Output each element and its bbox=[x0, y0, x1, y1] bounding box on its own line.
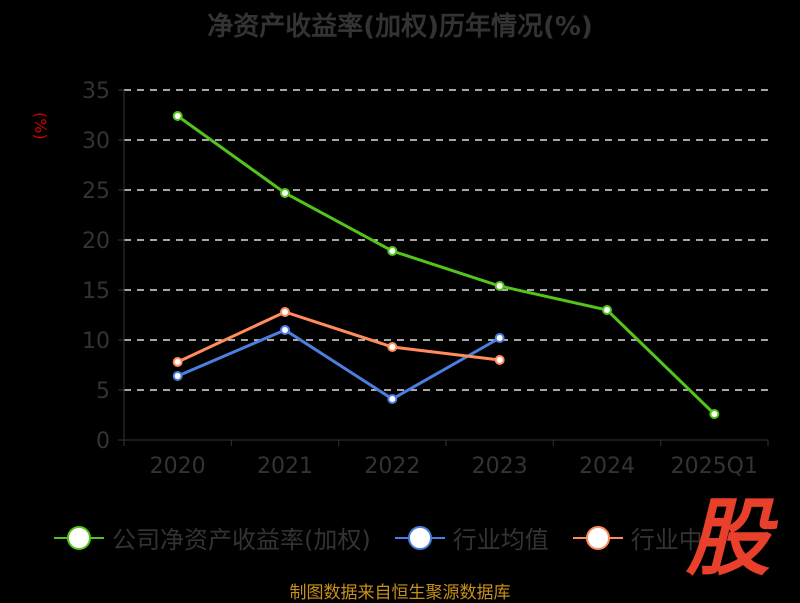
data-point bbox=[494, 355, 505, 365]
legend: 公司净资产收益率(加权) 行业均值 行业中 bbox=[54, 520, 727, 555]
y-tick-label: 30 bbox=[82, 129, 110, 154]
series-line bbox=[177, 310, 500, 364]
legend-label: 行业中 bbox=[630, 526, 703, 554]
data-point bbox=[172, 357, 183, 367]
data-point bbox=[387, 246, 398, 256]
x-tick-label: 2020 bbox=[150, 454, 206, 479]
legend-marker-icon bbox=[394, 525, 445, 550]
legend-label: 行业均值 bbox=[452, 526, 549, 554]
y-tick-label: 25 bbox=[82, 179, 110, 204]
legend-marker-icon bbox=[54, 525, 104, 550]
data-point bbox=[494, 281, 505, 291]
y-tick-label: 0 bbox=[96, 429, 110, 454]
x-tick-label: 2021 bbox=[257, 454, 313, 479]
legend-marker-icon bbox=[572, 525, 623, 550]
legend-label: 公司净资产收益率(加权) bbox=[112, 526, 371, 554]
y-tick-label: 20 bbox=[82, 229, 110, 254]
legend-item-industry-median[interactable]: 行业中 bbox=[572, 520, 703, 555]
x-tick-label: 2024 bbox=[579, 454, 635, 479]
data-point bbox=[172, 111, 183, 121]
series-line bbox=[177, 328, 501, 401]
x-tick-label: 2023 bbox=[472, 454, 528, 479]
data-point bbox=[387, 342, 398, 352]
legend-item-industry-mean[interactable]: 行业均值 bbox=[394, 520, 549, 555]
data-point bbox=[602, 305, 612, 315]
y-tick-label: 35 bbox=[82, 79, 110, 104]
legend-item-company[interactable]: 公司净资产收益率(加权) bbox=[54, 520, 371, 555]
data-source-note: 制图数据来自恒生聚源数据库 bbox=[289, 583, 511, 603]
series-line bbox=[176, 114, 716, 416]
data-point bbox=[172, 371, 183, 381]
data-point bbox=[494, 333, 505, 343]
y-tick-label: 15 bbox=[82, 279, 110, 304]
watermark-logo: 股 bbox=[686, 489, 771, 587]
data-point bbox=[280, 188, 290, 198]
y-tick-label: 5 bbox=[96, 379, 110, 404]
data-point bbox=[280, 307, 290, 317]
y-tick-label: 10 bbox=[82, 329, 110, 354]
data-point bbox=[280, 325, 290, 335]
x-tick-label: 2022 bbox=[364, 454, 420, 479]
chart-title: 净资产收益率(加权)历年情况(%) bbox=[207, 12, 593, 42]
data-point bbox=[709, 409, 720, 419]
x-tick-label: 2025Q1 bbox=[671, 454, 758, 479]
data-point bbox=[387, 394, 398, 404]
